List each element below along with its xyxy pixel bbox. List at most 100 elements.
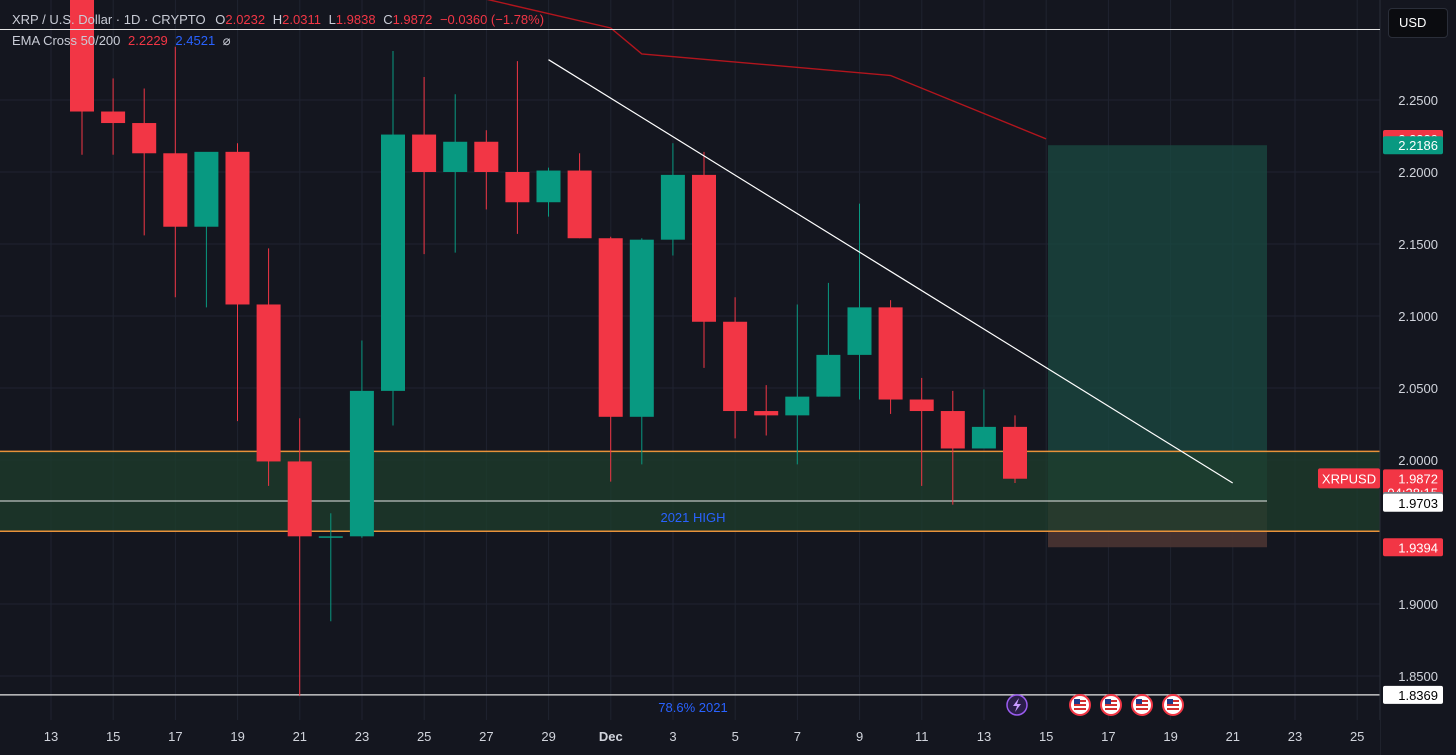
candle-body (847, 307, 872, 355)
zone-2021-high (0, 451, 1380, 532)
flag-stripe (1074, 708, 1086, 710)
candle-body (536, 170, 561, 203)
time-tick-label: 21 (293, 729, 307, 744)
candle-body (598, 238, 623, 417)
candle-body (256, 304, 281, 462)
candle-body (816, 354, 841, 397)
price-tick-label: 2.1000 (1398, 309, 1438, 324)
open-label: O (215, 12, 226, 27)
high-label: H (272, 12, 283, 27)
time-tick-label: Dec (599, 729, 623, 744)
us-flag-icon[interactable] (1131, 694, 1153, 716)
price-tick-label: 1.9000 (1398, 597, 1438, 612)
flag-stripe (1136, 704, 1148, 706)
low-value: 1.9838 (335, 12, 376, 27)
candle-body (132, 123, 157, 154)
price-tick-label: 2.0500 (1398, 381, 1438, 396)
candle-body (287, 461, 312, 537)
time-tick-label: 9 (856, 729, 863, 744)
top-horizontal-line (0, 29, 1380, 30)
symbol-legend: XRP / U.S. Dollar · 1D · CRYPTO O2.0232 … (12, 12, 544, 27)
time-tick-label: 25 (417, 729, 431, 744)
candle-body (878, 307, 903, 400)
symbol-tag-box (1318, 468, 1380, 489)
high-value: 2.0311 (282, 12, 321, 27)
target-zone (1048, 145, 1267, 502)
candle-body (318, 536, 343, 538)
time-tick-label: 3 (669, 729, 676, 744)
price-label: 1.9394 (1398, 540, 1438, 555)
indicator-visibility-icon[interactable]: ⌀ (222, 33, 231, 48)
price-label: 1.8369 (1398, 688, 1438, 703)
close-label: C (383, 12, 393, 27)
candle-body (194, 151, 219, 227)
candle-body (101, 111, 126, 124)
close-value: 1.9872 (392, 12, 433, 27)
time-tick-label: 19 (1163, 729, 1177, 744)
currency-button[interactable]: USD (1388, 8, 1448, 38)
level-label-78-6: 78.6% 2021 (658, 700, 727, 715)
time-tick-label: 7 (794, 729, 801, 744)
low-label: L (328, 12, 336, 27)
candle-body (567, 170, 592, 239)
symbol-tag: XRPUSD (1322, 471, 1376, 486)
flag-canton (1136, 699, 1142, 704)
time-tick-label: 19 (230, 729, 244, 744)
ema50-value: 2.2229 (128, 33, 168, 48)
price-label: 1.9872 (1398, 471, 1438, 486)
candle-body (349, 390, 374, 537)
time-tick-label: 21 (1226, 729, 1240, 744)
flag-canton (1167, 699, 1173, 704)
time-tick-label: 17 (1101, 729, 1115, 744)
time-tick-label: 13 (44, 729, 58, 744)
flag-canton (1074, 699, 1080, 704)
flag-stripe (1136, 708, 1148, 710)
candle-body (723, 321, 748, 412)
time-tick-label: 23 (1288, 729, 1302, 744)
candle-body (754, 411, 779, 416)
candle-body (940, 411, 965, 449)
candle-body (909, 399, 934, 412)
candle-body (225, 151, 250, 305)
symbol-title: XRP / U.S. Dollar · 1D · CRYPTO (12, 12, 206, 27)
indicator-legend[interactable]: EMA Cross 50/200 2.2229 2.4521 ⌀ (12, 33, 231, 49)
zone-label-2021-high: 2021 HIGH (660, 510, 725, 525)
candle-body (785, 396, 810, 416)
price-label-box (1383, 136, 1443, 155)
candle-body (692, 174, 716, 322)
candle-body (381, 134, 405, 391)
candle-body (474, 141, 499, 172)
price-tick-label: 2.0000 (1398, 453, 1438, 468)
time-tick-label: 27 (479, 729, 493, 744)
time-tick-label: 11 (915, 729, 929, 744)
trendline (548, 59, 1234, 484)
bolt-event-icon[interactable] (1006, 694, 1028, 716)
ema200-value: 2.4521 (175, 33, 216, 48)
open-value: 2.0232 (225, 12, 266, 27)
ema50-line (486, 0, 1047, 140)
time-tick-label: 15 (106, 729, 120, 744)
time-tick-label: 23 (355, 729, 369, 744)
price-tick-label: 1.8500 (1398, 669, 1438, 684)
indicator-name[interactable]: EMA Cross 50/200 (12, 33, 121, 48)
flag-stripe (1105, 708, 1117, 710)
time-tick-label: 17 (168, 729, 182, 744)
change-value: −0.0360 (−1.78%) (439, 12, 545, 27)
flag-stripe (1105, 704, 1117, 706)
price-tick-label: 2.2500 (1398, 93, 1438, 108)
us-flag-icon[interactable] (1162, 694, 1184, 716)
candle-body (1003, 426, 1027, 479)
price-label-box (1383, 493, 1443, 512)
candle-body (505, 172, 530, 203)
price-label-box (1383, 685, 1443, 704)
candle-body (443, 141, 468, 172)
us-flag-icon[interactable] (1100, 694, 1122, 716)
candle-body (70, 0, 94, 112)
us-flag-icon[interactable] (1069, 694, 1091, 716)
time-tick-label: 25 (1350, 729, 1364, 744)
price-label: 2.2186 (1398, 138, 1438, 153)
candle-body (163, 153, 188, 227)
price-axis (1380, 0, 1456, 755)
price-tick-label: 2.1500 (1398, 237, 1438, 252)
